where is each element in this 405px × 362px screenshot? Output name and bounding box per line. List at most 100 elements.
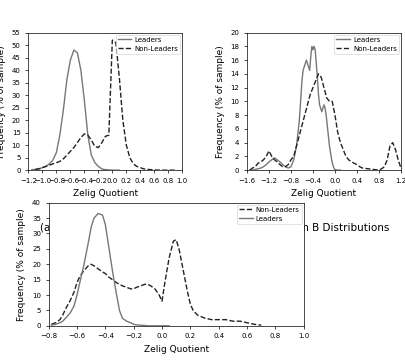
Non-Leaders: [117, 75, 122, 80]
Leaders: [50, 158, 55, 162]
Text: (a) Forum A Distributions: (a) Forum A Distributions: [40, 222, 171, 232]
Non-Leaders: [110, 38, 115, 42]
Non-Leaders: [134, 164, 139, 169]
Leaders: [60, 319, 65, 323]
Leaders: [148, 324, 153, 328]
Non-Leaders: [58, 159, 62, 164]
Leaders: [61, 108, 66, 112]
Non-Leaders: [159, 168, 164, 172]
Leaders: [110, 168, 115, 172]
Leaders: [96, 164, 101, 169]
Leaders: [43, 164, 48, 169]
Non-Leaders: [75, 140, 80, 145]
Leaders: [68, 58, 73, 62]
Leaders: [160, 324, 164, 328]
Non-Leaders: [49, 322, 54, 327]
Non-Leaders: [79, 135, 83, 140]
Y-axis label: Frequency (% of sample): Frequency (% of sample): [0, 45, 6, 158]
Non-Leaders: [85, 133, 90, 137]
Non-Leaders: [399, 166, 403, 170]
Leaders: [47, 162, 52, 166]
Legend: Non-Leaders, Leaders: Non-Leaders, Leaders: [237, 205, 302, 224]
Line: Leaders: Leaders: [32, 50, 119, 170]
Non-Leaders: [82, 132, 87, 136]
Leaders: [54, 151, 59, 155]
Leaders: [49, 323, 54, 327]
Leaders: [33, 167, 38, 172]
Non-Leaders: [162, 168, 167, 172]
Non-Leaders: [71, 146, 76, 150]
Non-Leaders: [99, 140, 104, 145]
Leaders: [82, 98, 87, 102]
Legend: Leaders, Non-Leaders: Leaders, Non-Leaders: [115, 35, 180, 54]
Leaders: [247, 168, 252, 172]
Non-Leaders: [385, 158, 390, 162]
X-axis label: Zelig Quotient: Zelig Quotient: [144, 345, 209, 354]
Leaders: [309, 44, 314, 49]
Leaders: [63, 316, 68, 320]
Text: (b) Forum B Distributions: (b) Forum B Distributions: [258, 222, 390, 232]
Non-Leaders: [113, 41, 118, 45]
Non-Leaders: [131, 162, 136, 166]
Non-Leaders: [64, 153, 69, 157]
Non-Leaders: [152, 168, 157, 172]
X-axis label: Zelig Quotient: Zelig Quotient: [73, 189, 138, 198]
Leaders: [53, 322, 58, 327]
Non-Leaders: [252, 322, 257, 327]
Leaders: [338, 168, 343, 172]
Leaders: [75, 293, 79, 297]
Leaders: [297, 120, 302, 124]
Non-Leaders: [166, 168, 171, 172]
Leaders: [114, 293, 119, 297]
Non-Leaders: [47, 163, 52, 167]
Leaders: [100, 213, 105, 217]
Leaders: [305, 61, 310, 66]
Non-Leaders: [286, 163, 291, 167]
Non-Leaders: [103, 272, 108, 276]
Leaders: [117, 308, 122, 312]
Non-Leaders: [148, 168, 153, 172]
Leaders: [103, 222, 108, 227]
Leaders: [134, 323, 139, 327]
Leaders: [92, 216, 96, 220]
Leaders: [107, 168, 111, 172]
Leaders: [92, 160, 97, 165]
Leaders: [103, 168, 108, 172]
Non-Leaders: [173, 168, 178, 172]
Leaders: [120, 316, 125, 320]
Leaders: [67, 311, 72, 316]
Non-Leaders: [43, 164, 48, 169]
Leaders: [131, 322, 136, 327]
Leaders: [167, 324, 172, 328]
Non-Leaders: [169, 168, 174, 172]
Line: Leaders: Leaders: [51, 214, 169, 326]
Leaders: [81, 262, 87, 266]
Non-Leaders: [360, 166, 365, 170]
Non-Leaders: [259, 323, 264, 327]
Leaders: [113, 168, 118, 172]
Leaders: [75, 50, 80, 55]
Leaders: [86, 241, 91, 245]
Non-Leaders: [89, 138, 94, 142]
Line: Non-Leaders: Non-Leaders: [51, 240, 261, 325]
Leaders: [99, 167, 104, 171]
Leaders: [77, 281, 82, 285]
Leaders: [30, 168, 34, 172]
Non-Leaders: [156, 168, 160, 172]
Non-Leaders: [120, 118, 125, 122]
Non-Leaders: [61, 157, 66, 161]
Non-Leaders: [103, 134, 108, 139]
Leaders: [124, 319, 129, 323]
Leaders: [36, 167, 41, 171]
Non-Leaders: [335, 130, 340, 134]
Legend: Leaders, Non-Leaders: Leaders, Non-Leaders: [334, 35, 399, 54]
Leaders: [110, 268, 115, 273]
Non-Leaders: [106, 274, 111, 279]
Leaders: [316, 92, 321, 97]
Non-Leaders: [89, 262, 94, 266]
Non-Leaders: [138, 165, 143, 170]
Leaders: [89, 153, 94, 157]
Non-Leaders: [54, 160, 59, 165]
Non-Leaders: [141, 167, 146, 171]
Leaders: [72, 304, 77, 308]
